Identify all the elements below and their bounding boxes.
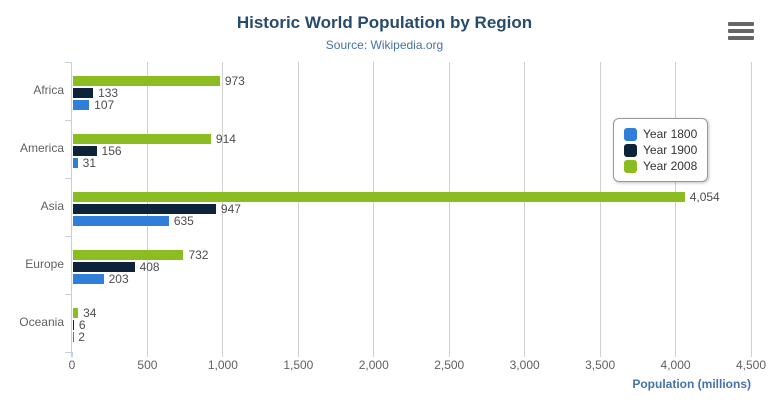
- x-axis-tick: [222, 352, 224, 357]
- x-axis-tick: [146, 352, 148, 357]
- x-axis-tick-label: 500: [137, 358, 158, 372]
- data-label-africa-year-2008: 973: [224, 74, 245, 88]
- data-label-asia-year-2008: 4,054: [689, 190, 720, 204]
- hamburger-icon: [728, 22, 754, 40]
- x-axis-tick: [675, 352, 677, 357]
- legend-item-year-1900[interactable]: Year 1900: [624, 142, 697, 158]
- bar-asia-year-1800[interactable]: [73, 216, 169, 226]
- legend-label-year-1900: Year 1900: [643, 143, 698, 157]
- legend-item-year-1800[interactable]: Year 1800: [624, 126, 697, 142]
- gridline: [524, 62, 526, 352]
- export-menu-button[interactable]: [728, 22, 754, 40]
- x-axis-tick-label: 3,000: [509, 358, 540, 372]
- bar-america-year-1900[interactable]: [73, 146, 97, 156]
- legend-swatch-year-2008: [624, 159, 637, 173]
- gridline: [750, 62, 752, 352]
- gridline: [222, 62, 224, 352]
- data-label-asia-year-1900: 947: [220, 202, 241, 216]
- gridline: [599, 62, 601, 352]
- bar-europe-year-2008[interactable]: [73, 250, 184, 260]
- x-axis-tick: [71, 352, 73, 357]
- x-axis-tick: [524, 352, 526, 357]
- bar-asia-year-1900[interactable]: [73, 204, 216, 214]
- data-label-america-year-2008: 914: [215, 132, 236, 146]
- category-label: America: [19, 141, 64, 155]
- category-label: Asia: [40, 199, 64, 213]
- x-axis-tick-label: 3,500: [585, 358, 616, 372]
- legend: Year 1800 Year 1900 Year 2008: [613, 118, 709, 182]
- data-label-africa-year-1800: 107: [94, 98, 115, 112]
- x-axis-tick-label: 1,000: [207, 358, 238, 372]
- x-axis-tick: [373, 352, 375, 357]
- legend-item-year-2008[interactable]: Year 2008: [624, 158, 697, 174]
- category-label: Oceania: [19, 315, 64, 329]
- bar-asia-year-2008[interactable]: [73, 192, 685, 202]
- bar-africa-year-2008[interactable]: [73, 76, 220, 86]
- y-axis-tick: [65, 352, 71, 353]
- bar-africa-year-1800[interactable]: [73, 100, 90, 110]
- x-axis-tick: [599, 352, 601, 357]
- x-axis-tick-label: 1,500: [283, 358, 314, 372]
- x-axis-tick: [448, 352, 450, 357]
- x-axis-tick-label: 2,500: [434, 358, 465, 372]
- gridline: [297, 62, 299, 352]
- data-label-europe-year-2008: 732: [188, 248, 209, 262]
- bar-europe-year-1800[interactable]: [73, 274, 104, 284]
- bar-oceania-year-2008[interactable]: [73, 308, 79, 318]
- chart-subtitle: Source: Wikipedia.org: [325, 38, 444, 52]
- category-label: Europe: [25, 257, 64, 271]
- data-label-africa-year-1900: 133: [98, 86, 119, 100]
- data-label-america-year-1800: 31: [82, 156, 97, 170]
- data-label-oceania-year-2008: 34: [83, 306, 97, 320]
- y-axis-tick: [65, 294, 71, 295]
- y-axis-tick: [65, 178, 71, 179]
- gridline: [675, 62, 677, 352]
- data-label-europe-year-1800: 203: [108, 272, 129, 286]
- y-axis-line: [71, 62, 72, 357]
- legend-swatch-year-1900: [624, 143, 637, 157]
- chart-title: Historic World Population by Region: [236, 13, 533, 32]
- data-label-oceania-year-1900: 6: [78, 318, 86, 332]
- bar-america-year-2008[interactable]: [73, 134, 211, 144]
- x-axis-title: Population (millions): [632, 377, 751, 391]
- x-axis-tick: [297, 352, 299, 357]
- x-axis-tick-label: 2,000: [358, 358, 389, 372]
- x-axis-tick: [750, 352, 752, 357]
- data-label-europe-year-1900: 408: [139, 260, 160, 274]
- y-axis-tick: [65, 236, 71, 237]
- bar-africa-year-1900[interactable]: [73, 88, 94, 98]
- category-label: Africa: [33, 83, 64, 97]
- x-axis-tick-label: 4,500: [735, 358, 767, 372]
- bar-oceania-year-1900[interactable]: [73, 320, 74, 330]
- legend-swatch-year-1800: [624, 127, 637, 141]
- y-axis-tick: [65, 62, 71, 63]
- legend-label-year-1800: Year 1800: [643, 127, 698, 141]
- bar-europe-year-1900[interactable]: [73, 262, 135, 272]
- legend-label-year-2008: Year 2008: [643, 159, 698, 173]
- data-label-oceania-year-1800: 2: [78, 330, 85, 344]
- data-label-america-year-1900: 156: [101, 144, 122, 158]
- gridline: [373, 62, 375, 352]
- gridline: [448, 62, 450, 352]
- y-axis-tick: [65, 120, 71, 121]
- data-label-asia-year-1800: 635: [173, 214, 194, 228]
- x-axis-tick-label: 0: [68, 358, 76, 372]
- bar-america-year-1800[interactable]: [73, 158, 78, 168]
- x-axis-tick-label: 4,000: [660, 358, 691, 372]
